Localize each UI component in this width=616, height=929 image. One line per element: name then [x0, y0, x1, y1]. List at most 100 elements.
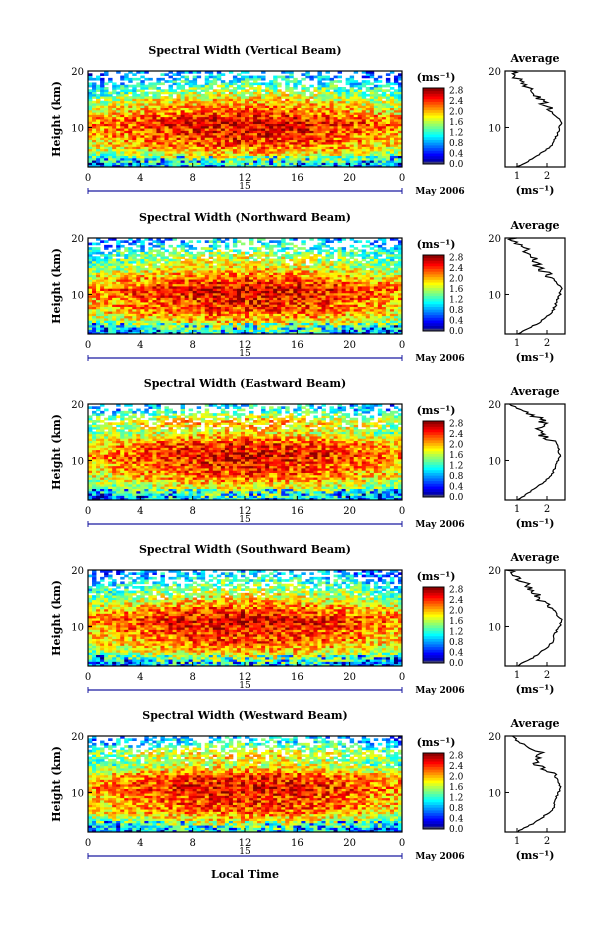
heatmap-cell [385, 299, 391, 303]
heatmap-cell [293, 164, 298, 168]
heatmap-cell [180, 103, 186, 106]
heatmap-cell [245, 290, 250, 294]
heatmap-cell [96, 311, 101, 314]
heatmap-cell [180, 107, 186, 111]
heatmap-cell [208, 80, 214, 83]
heatmap-cell [184, 107, 190, 111]
heatmap-cell [136, 331, 141, 335]
heatmap-cell [353, 302, 359, 305]
heatmap-cell [333, 121, 338, 124]
heatmap-cell [124, 141, 129, 145]
heatmap-cell [188, 151, 194, 154]
heatmap-cell [220, 311, 226, 314]
heatmap-cell [92, 164, 97, 168]
heatmap-cell [377, 320, 383, 323]
heatmap-cell [377, 292, 383, 296]
heatmap-cell [116, 302, 121, 305]
heatmap-cell [96, 93, 101, 97]
heatmap-cell [373, 164, 379, 168]
heatmap-cell [104, 311, 109, 314]
heatmap-cell [228, 318, 234, 321]
heatmap-cell [152, 283, 157, 287]
heatmap-cell [273, 153, 278, 156]
heatmap-cell [204, 84, 210, 88]
heatmap-cell [381, 123, 387, 127]
heatmap-cell [277, 153, 282, 156]
heatmap-cell [144, 162, 149, 166]
heatmap-cell [253, 329, 258, 333]
heatmap-cell [313, 313, 318, 317]
heatmap-cell [393, 322, 399, 326]
heatmap-cell [257, 290, 262, 294]
heatmap-cell [160, 157, 165, 161]
heatmap-cell [168, 308, 173, 312]
colorbar-swatch [423, 147, 444, 151]
heatmap-cell [152, 123, 157, 127]
heatmap-cell [184, 299, 190, 303]
heatmap-cell [200, 160, 206, 163]
heatmap-cell [136, 155, 141, 159]
heatmap-cell [132, 119, 137, 122]
heatmap-cell [373, 114, 379, 118]
heatmap-cell [269, 308, 274, 312]
heatmap-cell [96, 139, 101, 143]
heatmap-cell [353, 288, 359, 291]
heatmap-cell [148, 121, 153, 124]
heatmap-cell [329, 281, 334, 285]
heatmap-cell [172, 286, 177, 289]
heatmap-cell [216, 77, 222, 81]
heatmap-cell [365, 327, 371, 330]
heatmap-cell [212, 306, 218, 310]
heatmap-cell [196, 288, 202, 291]
heatmap-cell [108, 109, 113, 113]
heatmap-cell [112, 87, 117, 90]
heatmap-cell [224, 320, 230, 323]
heatmap-cell [140, 327, 145, 330]
heatmap-cell [341, 320, 347, 323]
heatmap-cell [224, 318, 230, 321]
heatmap-cell [245, 105, 250, 108]
heatmap-cell [377, 315, 383, 319]
heatmap-cell [96, 135, 101, 138]
heatmap-cell [96, 299, 101, 303]
heatmap-cell [204, 331, 210, 335]
heatmap-cell [160, 82, 165, 86]
heatmap-cell [285, 80, 290, 83]
heatmap-cell [289, 286, 294, 289]
heatmap-cell [293, 281, 298, 285]
heatmap-cell [172, 89, 177, 92]
heatmap-cell [373, 299, 379, 303]
heatmap-cell [333, 292, 338, 296]
heatmap-cell [361, 80, 367, 83]
heatmap-cell [265, 84, 270, 88]
heatmap-cell [317, 318, 322, 321]
heatmap-cell [124, 125, 129, 129]
heatmap-cell [245, 139, 250, 143]
heatmap-cell [88, 82, 93, 86]
heatmap-cell [373, 105, 379, 108]
colorbar-tick-label: 0.0 [449, 160, 464, 170]
heatmap-cell [265, 297, 270, 301]
heatmap-cell [240, 151, 246, 154]
heatmap-cell [389, 324, 395, 328]
heatmap-cell [293, 132, 298, 136]
heatmap-cell [357, 84, 363, 88]
heatmap-cell [317, 297, 322, 301]
heatmap-cell [144, 331, 149, 335]
heatmap-cell [261, 123, 266, 127]
heatmap-cell [148, 123, 153, 127]
heatmap-cell [176, 279, 181, 282]
heatmap-cell [204, 286, 210, 289]
heatmap-cell [212, 164, 218, 168]
heatmap-cell [136, 109, 141, 113]
heatmap-cell [236, 151, 242, 154]
heatmap-cell [124, 162, 129, 166]
heatmap-cell [156, 103, 161, 106]
heatmap-cell [273, 164, 278, 168]
heatmap-cell [92, 87, 97, 90]
heatmap-cell [172, 329, 177, 333]
heatmap-cell [313, 306, 318, 310]
heatmap-cell [389, 327, 395, 330]
heatmap-cell [216, 155, 222, 159]
heatmap-cell [269, 160, 274, 163]
